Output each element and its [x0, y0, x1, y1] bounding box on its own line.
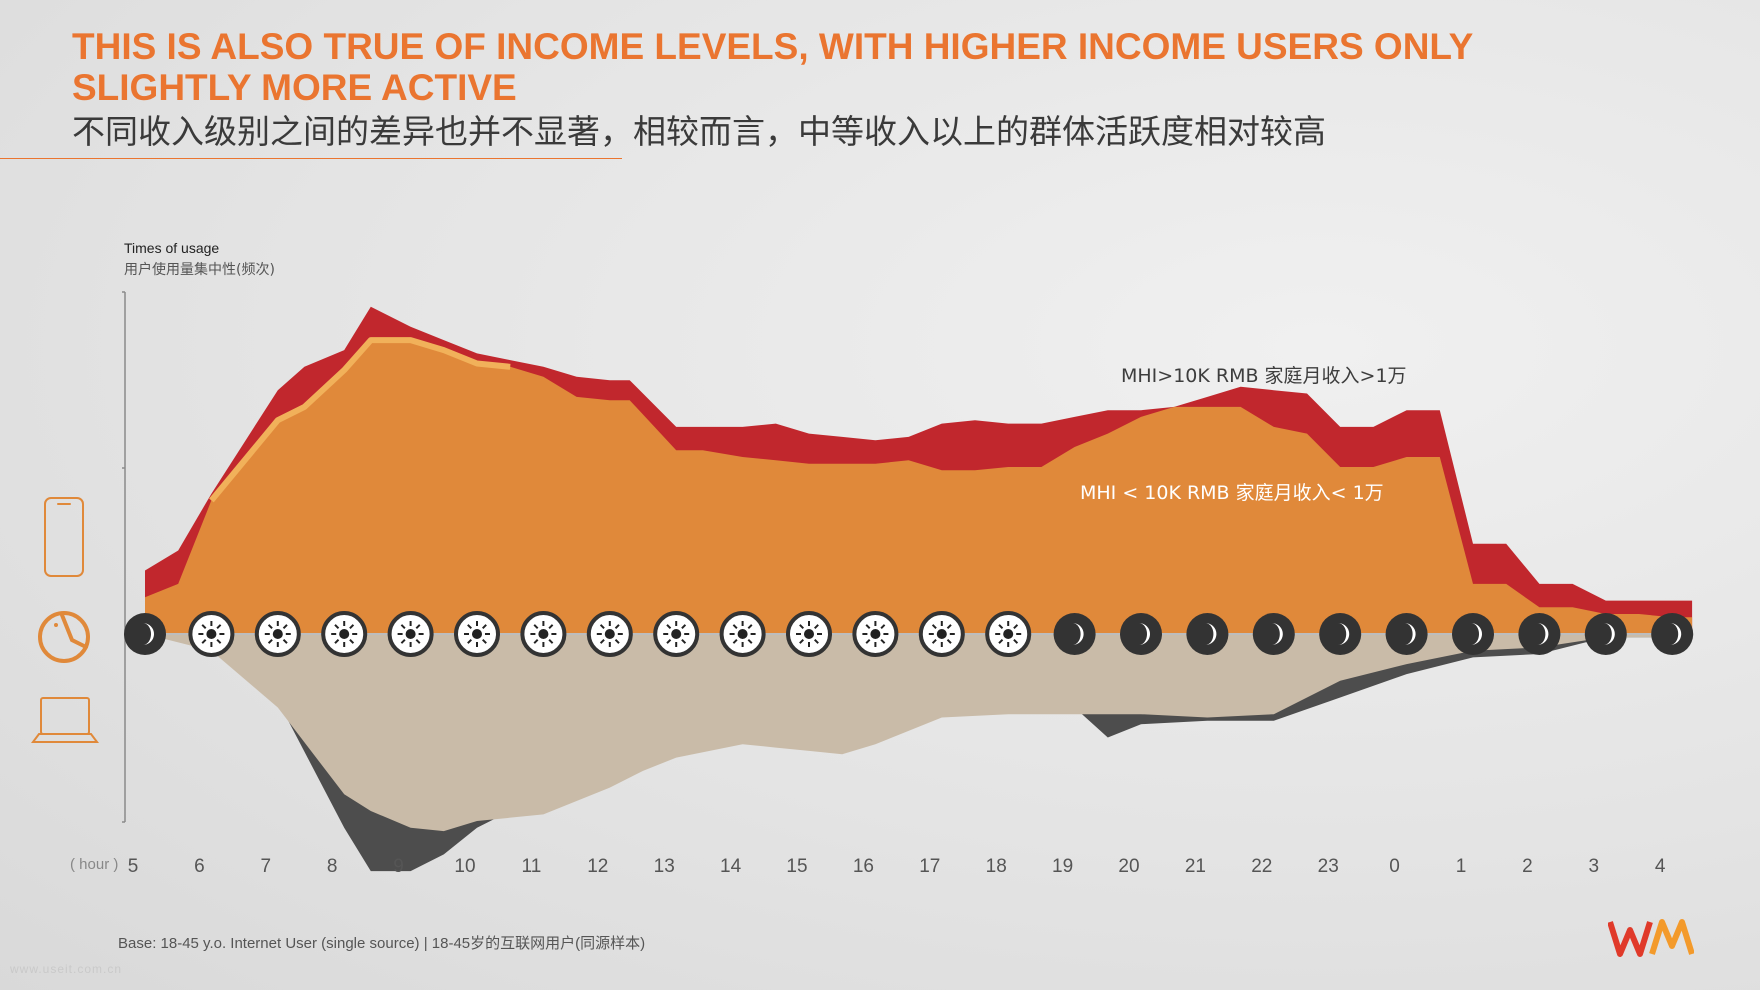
x-tick-label: 13	[654, 856, 675, 877]
x-tick-label: 14	[720, 856, 742, 877]
moon-icon	[1584, 613, 1627, 655]
moon-icon	[1053, 613, 1096, 655]
x-tick-label: 11	[522, 856, 542, 877]
sun-icon	[719, 611, 766, 657]
moon-icon	[1186, 613, 1229, 655]
smartphone-icon	[44, 497, 84, 577]
x-tick-label: 5	[128, 856, 139, 877]
moon-icon	[1518, 613, 1561, 655]
laptop-icon	[31, 697, 99, 743]
annotation-high-income: MHI>10K RMB 家庭月收入>1万	[1121, 365, 1407, 387]
moon-icon	[1319, 613, 1362, 655]
x-tick-label: 20	[1118, 856, 1139, 877]
x-tick-label: 0	[1389, 856, 1400, 877]
sun-icon	[653, 611, 700, 657]
y-axis-label: Times of usage	[124, 240, 219, 256]
x-tick-label: 16	[853, 856, 874, 877]
page-title: THIS IS ALSO TRUE OF INCOME LEVELS, WITH…	[72, 26, 1473, 108]
sun-icon	[254, 611, 301, 657]
sun-icon	[188, 611, 235, 657]
x-tick-label: 2	[1522, 856, 1533, 877]
moon-icon	[1651, 613, 1694, 655]
sun-icon	[985, 611, 1032, 657]
x-tick-label: 6	[194, 856, 205, 877]
series-area-mobile-low-income	[145, 340, 1693, 634]
title-underline	[0, 158, 622, 159]
sun-icon	[852, 611, 899, 657]
sun-icon	[918, 611, 965, 657]
chart-areas	[145, 306, 1693, 872]
sun-icon	[520, 611, 567, 657]
x-tick-label: 4	[1655, 856, 1666, 877]
x-axis-label: ( hour )	[70, 856, 118, 873]
x-tick-label: 18	[986, 856, 1007, 877]
x-tick-label: 12	[587, 856, 608, 877]
low-income-highlight	[209, 337, 511, 503]
base-footnote: Base: 18-45 y.o. Internet User (single s…	[118, 935, 646, 952]
x-tick-label: 21	[1185, 856, 1206, 877]
page-subtitle: 不同收入级别之间的差异也并不显著，相较而言，中等收入以上的群体活跃度相对较高	[72, 113, 1326, 150]
sun-icon	[454, 611, 500, 657]
sun-icon	[387, 611, 434, 657]
annotation-low-income: MHI < 10K RMB 家庭月收入< 1万	[1080, 482, 1384, 504]
site-watermark: www.useit.com.cn	[10, 962, 123, 976]
sun-icon	[321, 611, 368, 657]
moon-icon	[1252, 613, 1295, 655]
x-tick-label: 3	[1589, 856, 1600, 877]
x-tick-label: 23	[1318, 856, 1339, 877]
x-axis-ticks: 5 6 7 8 9 10 11 12 13 14 15 16 17 18 19 20 21 22 23 0 1 2 3 4	[128, 856, 1666, 877]
x-tick-label: 8	[327, 856, 338, 877]
sun-icon	[786, 611, 832, 657]
x-tick-label: 10	[454, 856, 475, 877]
x-tick-label: 17	[919, 856, 940, 877]
sun-icon	[586, 611, 633, 657]
tablet-icon	[38, 611, 90, 663]
series-area-pc-low-income	[145, 634, 1693, 832]
x-tick-label: 19	[1052, 856, 1073, 877]
moon-icon	[1120, 613, 1162, 655]
x-tick-label: 1	[1456, 856, 1467, 877]
moon-icon	[1452, 613, 1494, 655]
y-axis-label-cn: 用户使用量集中性(频次)	[124, 261, 275, 278]
x-tick-label: 9	[393, 856, 404, 877]
wm-logo	[1608, 919, 1694, 957]
x-tick-label: 7	[261, 856, 272, 877]
day-night-markers	[124, 611, 1694, 657]
moon-icon	[1385, 613, 1428, 655]
moon-icon	[124, 613, 166, 655]
x-tick-label: 22	[1251, 856, 1272, 877]
x-tick-label: 15	[786, 856, 807, 877]
